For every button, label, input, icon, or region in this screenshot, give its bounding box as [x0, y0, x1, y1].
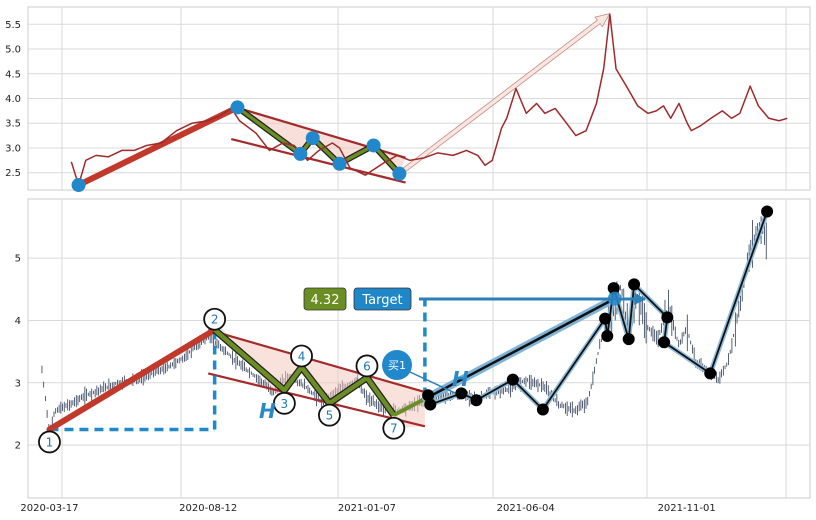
top-y-tick-label: 4.0: [5, 94, 21, 105]
bottom-x-axis: 2020-03-17 2020-08-12 2021-01-07 2021-06-04…: [20, 503, 715, 514]
bottom-pattern-point-6: 6: [355, 354, 379, 378]
top-panel: 2.5 3.0 3.5 4.0 4.5 5.0 5.5: [5, 6, 811, 193]
top-impulse-segment: [75, 104, 241, 189]
bottom-impulse-line: [46, 326, 218, 433]
bottom-pattern-point-4: 4: [290, 344, 313, 368]
pattern-point-ring: [290, 344, 313, 368]
bottom-swing-path: [422, 205, 774, 416]
bottom-swing-point-14: [704, 367, 717, 380]
bottom-swing-point-2: [424, 398, 437, 411]
bottom-x-tick-label: 2021-01-07: [338, 503, 396, 514]
bottom-pattern-points: 1 2 3 4 5 6 7: [38, 307, 406, 454]
pattern-point-label: 6: [363, 359, 371, 373]
bottom-y-axis: 2 3 4 5: [15, 254, 21, 452]
top-pattern-point-2: [230, 100, 245, 115]
buy-marker: [382, 350, 412, 380]
top-pattern-point-6: [366, 138, 381, 153]
h-label-left: H: [259, 399, 276, 423]
bottom-y-tick-label: 3: [15, 378, 21, 389]
bottom-pattern-point-1: 1: [38, 430, 61, 454]
top-pattern-point-1: [71, 178, 86, 193]
bottom-y-tick-label: 4: [15, 316, 21, 327]
pattern-point-ring: [382, 416, 406, 440]
bottom-y-tick-label: 2: [15, 441, 21, 452]
buy-pointer: [409, 371, 456, 394]
top-pattern-point-4: [305, 131, 320, 146]
bottom-swing-point-12: [661, 311, 674, 324]
top-pattern-point-3: [293, 146, 308, 161]
target-box: [353, 287, 412, 311]
bottom-y-tick-label: 5: [15, 254, 21, 265]
bottom-swing-point-4: [470, 394, 483, 407]
bottom-swing-point-15: [761, 205, 774, 218]
top-y-axis: 2.5 3.0 3.5 4.0 4.5 5.0 5.5: [5, 20, 21, 179]
bottom-swing-point-8: [601, 330, 614, 343]
bottom-pattern-point-3: 3: [272, 391, 296, 415]
bottom-impulse-segment: [46, 326, 218, 433]
buy-label: 买1: [388, 359, 406, 372]
bottom-panel-frame: [27, 198, 811, 499]
pattern-point-ring: [272, 391, 296, 415]
bottom-zigzag-path: [213, 328, 396, 417]
bottom-annotations: H H 4.32 Target 买1: [259, 287, 647, 423]
value-box: [303, 287, 347, 311]
bottom-swing-point-3: [455, 387, 468, 400]
bottom-panel: 2 3 4 5 2020-03-17 2020-08-12 2021-01-07 2021-…: [15, 198, 811, 514]
pattern-point-ring: [355, 354, 379, 378]
top-projection-arrow: [397, 12, 611, 176]
top-y-tick-label: 4.5: [5, 69, 21, 80]
top-y-tick-label: 3.0: [5, 143, 21, 154]
bottom-swing-point-1: [422, 389, 435, 402]
bottom-pattern-point-5: 5: [318, 403, 341, 427]
bottom-h-measures: [49, 299, 427, 432]
bottom-x-tick-label: 2020-08-12: [179, 503, 237, 514]
bottom-swing-point-9: [607, 282, 620, 295]
bottom-gridlines: [28, 199, 810, 498]
pattern-point-ring: [203, 307, 227, 331]
top-impulse-line: [75, 104, 241, 189]
top-y-tick-label: 3.5: [5, 119, 21, 130]
top-price-series: [70, 13, 788, 186]
pattern-point-label: 7: [390, 422, 398, 436]
pattern-point-label: 4: [298, 349, 306, 363]
top-target-arrow: [397, 12, 611, 176]
bottom-swing-point-7: [599, 312, 612, 325]
bottom-zigzag-line: [212, 327, 427, 418]
bottom-swing-point-6: [536, 403, 549, 416]
top-pattern-point-5: [332, 156, 347, 171]
bottom-x-tick-label: 2020-03-17: [20, 503, 78, 514]
bottom-swing-point-10: [622, 333, 635, 346]
h-label-right: H: [452, 367, 469, 391]
pattern-point-label: 3: [281, 397, 289, 411]
top-lower-trendline: [230, 137, 406, 184]
bottom-pattern-point-2: 2: [203, 307, 227, 331]
top-pattern-point-7: [392, 166, 407, 181]
pattern-point-label: 1: [46, 435, 54, 449]
bottom-x-tick-label: 2021-11-01: [658, 503, 716, 514]
top-y-tick-label: 5.5: [5, 20, 21, 31]
pattern-point-label: 2: [211, 313, 219, 327]
bottom-zigzag-connector: [392, 396, 427, 417]
top-y-tick-label: 2.5: [5, 168, 21, 179]
value-label: 4.32: [311, 293, 340, 308]
bottom-x-tick-label: 2021-06-04: [497, 503, 555, 514]
bottom-swing-point-11: [628, 278, 641, 291]
bottom-breakout-line: [421, 294, 619, 403]
top-y-tick-label: 5.0: [5, 45, 21, 56]
bottom-upper-trendline: [207, 328, 426, 394]
bottom-breakout-line: [425, 297, 616, 400]
pattern-point-ring: [318, 403, 341, 427]
bottom-swing-point-5: [506, 373, 519, 386]
target-label: Target: [361, 293, 402, 308]
top-pattern-points: [71, 100, 407, 193]
pattern-point-ring: [38, 430, 61, 454]
bottom-swing-point-13: [658, 336, 671, 349]
bottom-trend-lines: [207, 328, 426, 428]
bottom-lower-trendline: [207, 372, 426, 428]
bottom-pattern-point-7: 7: [382, 416, 406, 440]
pattern-point-label: 5: [326, 409, 334, 423]
top-price-line: [70, 13, 788, 186]
